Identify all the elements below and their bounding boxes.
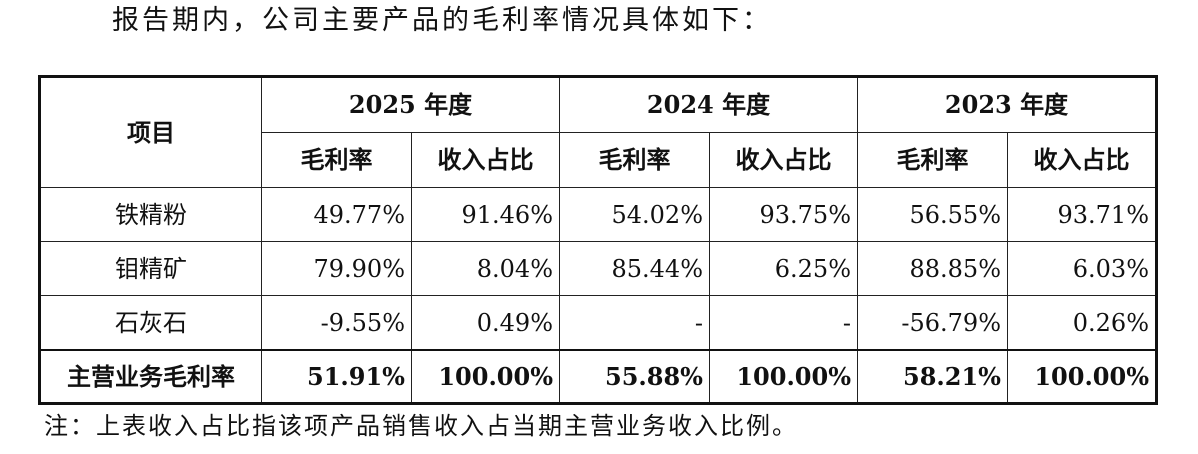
- table-cell: 88.85%: [857, 241, 1008, 296]
- metric-header: 收入占比: [411, 132, 560, 188]
- total-cell: 100.00%: [709, 349, 858, 404]
- year-header-row: 项目 2025 年度 2024 年度 2023 年度: [39, 76, 1157, 188]
- metric-header: 毛利率: [261, 132, 412, 188]
- table-cell: -9.55%: [261, 295, 412, 351]
- table-cell: 8.04%: [411, 241, 560, 296]
- total-row: 主营业务毛利率 51.91% 100.00% 55.88% 100.00% 58…: [39, 349, 1157, 404]
- row-label: 铁精粉: [39, 187, 262, 242]
- table-cell: 85.44%: [559, 241, 710, 296]
- row-label: 石灰石: [39, 295, 262, 351]
- total-row-label: 主营业务毛利率: [39, 349, 262, 404]
- total-cell: 51.91%: [261, 349, 412, 404]
- table-cell: 0.26%: [1007, 295, 1157, 351]
- intro-text: 报告期内，公司主要产品的毛利率情况具体如下：: [112, 5, 772, 36]
- table-cell: 91.46%: [411, 187, 560, 242]
- table-cell: 0.49%: [411, 295, 560, 351]
- table-footnote: 注：上表收入占比指该项产品销售收入占当期主营业务收入比例。: [44, 412, 798, 440]
- total-cell: 55.88%: [559, 349, 710, 404]
- year-header-2025: 2025 年度: [261, 76, 560, 133]
- table-cell: 49.77%: [261, 187, 412, 242]
- table-cell: 79.90%: [261, 241, 412, 296]
- gross-margin-table: 项目 2025 年度 2024 年度 2023 年度 毛利率 收入占比 毛利率 …: [38, 75, 1158, 405]
- total-cell: 100.00%: [411, 349, 560, 404]
- table-row: 石灰石 -9.55% 0.49% - - -56.79% 0.26%: [39, 295, 1157, 351]
- metric-header: 收入占比: [1007, 132, 1157, 188]
- year-header-2024: 2024 年度: [559, 76, 858, 133]
- table-row: 钼精矿 79.90% 8.04% 85.44% 6.25% 88.85% 6.0…: [39, 241, 1157, 296]
- total-cell: 58.21%: [857, 349, 1008, 404]
- table-cell: -56.79%: [857, 295, 1008, 351]
- table-cell: 6.25%: [709, 241, 858, 296]
- table-cell: 6.03%: [1007, 241, 1157, 296]
- year-header-2023: 2023 年度: [857, 76, 1157, 133]
- table-cell: 93.75%: [709, 187, 858, 242]
- total-cell: 100.00%: [1007, 349, 1157, 404]
- table-row: 铁精粉 49.77% 91.46% 54.02% 93.75% 56.55% 9…: [39, 187, 1157, 242]
- row-label: 钼精矿: [39, 241, 262, 296]
- metric-header: 收入占比: [709, 132, 858, 188]
- metric-header: 毛利率: [857, 132, 1008, 188]
- table-cell: 93.71%: [1007, 187, 1157, 242]
- metric-header: 毛利率: [559, 132, 710, 188]
- table-cell: 56.55%: [857, 187, 1008, 242]
- table-cell: 54.02%: [559, 187, 710, 242]
- item-header: 项目: [39, 76, 262, 188]
- table-cell: -: [559, 295, 710, 351]
- table-cell: -: [709, 295, 858, 351]
